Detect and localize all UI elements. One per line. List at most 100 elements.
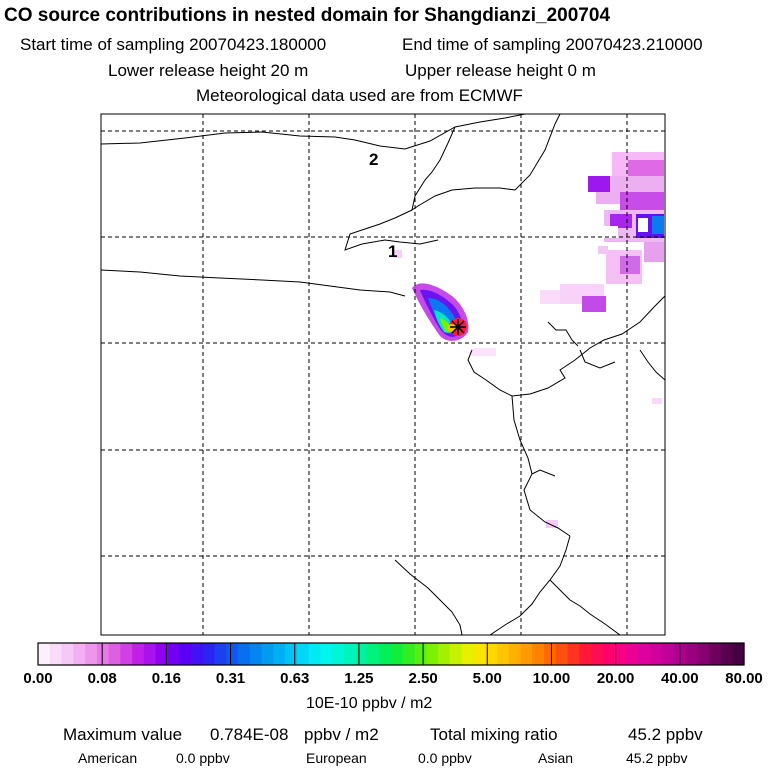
- colorbar-units: 10E-10 ppbv / m2: [306, 695, 433, 712]
- colorbar-cell: [426, 643, 439, 665]
- colorbar-cell: [308, 643, 321, 665]
- colorbar-tick-label: 10.00: [532, 670, 571, 687]
- max-value-unit: ppbv / m2: [304, 725, 379, 744]
- region-label-2: 2: [369, 150, 378, 169]
- source-american-name: American: [78, 750, 138, 766]
- colorbar-cell: [261, 643, 274, 665]
- colorbar-cell: [602, 643, 616, 665]
- lower-release-height: Lower release height 20 m: [108, 61, 309, 80]
- colorbar-cell: [296, 643, 310, 665]
- colorbar-cell: [167, 643, 180, 665]
- coastline-and-borders: [101, 114, 665, 635]
- colorbar-tick-label: 80.00: [725, 670, 763, 687]
- source-european-value: 0.0 ppbv: [418, 750, 472, 766]
- colorbar-cell: [508, 643, 522, 665]
- colorbar-cell: [238, 643, 251, 665]
- colorbar-cell: [132, 643, 145, 665]
- colorbar-cell: [696, 643, 710, 665]
- colorbar-cell: [179, 643, 192, 665]
- colorbar-cell: [720, 643, 733, 665]
- colorbar-tick-label: 0.31: [215, 670, 246, 687]
- colorbar-tick-label: 0.08: [87, 670, 117, 687]
- source-european-name: European: [306, 750, 367, 766]
- max-value-label: Maximum value: [63, 725, 183, 744]
- map-frame: [100, 113, 666, 636]
- colorbar-cell: [614, 643, 627, 665]
- colorbar-cell: [461, 643, 474, 665]
- colorbar-cell: [555, 643, 569, 665]
- source-american-value: 0.0 ppbv: [176, 750, 230, 766]
- colorbar-cell: [273, 643, 286, 665]
- colorbar-cell: [61, 643, 74, 665]
- colorbar-tick-label: 20.00: [596, 670, 635, 687]
- colorbar-cell: [49, 643, 63, 665]
- colorbar-cell: [520, 643, 533, 665]
- source-asian-name: Asian: [538, 750, 574, 766]
- colorbar-cell: [190, 643, 204, 665]
- colorbar-cell: [402, 643, 416, 665]
- colorbar-cell: [626, 643, 639, 665]
- colorbar-cell: [285, 643, 298, 665]
- colorbar-cell: [543, 643, 557, 665]
- colorbar-cell: [638, 643, 651, 665]
- colorbar-cell: [485, 643, 498, 665]
- colorbar-cell: [532, 643, 545, 665]
- colorbar-cell: [85, 643, 98, 665]
- end-time: End time of sampling 20070423.210000: [402, 35, 703, 54]
- colorbar-cell: [202, 643, 216, 665]
- colorbar-cell: [496, 643, 510, 665]
- colorbar-tick-label: 2.50: [408, 670, 438, 687]
- colorbar-cell: [332, 643, 345, 665]
- colorbar-cell: [661, 643, 674, 665]
- upper-release-height: Upper release height 0 m: [405, 61, 596, 80]
- total-mixing-ratio-label: Total mixing ratio: [430, 725, 558, 744]
- colorbar-cell: [473, 643, 486, 665]
- colorbar-cell: [143, 643, 157, 665]
- colorbar-cell: [579, 643, 592, 665]
- colorbar-dividers: [101, 643, 681, 665]
- colorbar-cell: [649, 643, 663, 665]
- colorbar-cell: [214, 643, 227, 665]
- colorbar-cell: [379, 643, 392, 665]
- region-label-1: 1: [388, 242, 397, 261]
- source-asian-value: 45.2 ppbv: [626, 750, 688, 766]
- colorbar-cell: [367, 643, 380, 665]
- colorbar-cell: [355, 643, 369, 665]
- colorbar-cell: [249, 643, 263, 665]
- colorbar-cell: [155, 643, 169, 665]
- colorbar-tick-label: 0.16: [151, 670, 181, 687]
- colorbar-cell: [708, 643, 722, 665]
- colorbar-cell: [226, 643, 239, 665]
- colorbar-cell: [96, 643, 110, 665]
- max-value: 0.784E-08: [210, 725, 289, 744]
- colorbar-tick-label: 1.25: [344, 670, 374, 687]
- colorbar-frame: [37, 642, 745, 666]
- station-marker: [450, 319, 466, 335]
- colorbar-cell: [414, 643, 427, 665]
- colorbar-cell: [438, 643, 451, 665]
- colorbar-cell: [685, 643, 698, 665]
- total-mixing-ratio-value: 45.2 ppbv: [628, 725, 703, 744]
- colorbar-tick-label: 0.63: [280, 670, 310, 687]
- colorbar-tick-label: 40.00: [661, 670, 699, 687]
- colorbar-cell: [391, 643, 404, 665]
- colorbar-cell: [38, 643, 51, 665]
- colorbar-cell: [320, 643, 333, 665]
- meteo-source: Meteorological data used are from ECMWF: [196, 86, 523, 105]
- colorbar-cells: [38, 643, 745, 665]
- colorbar-cell: [108, 643, 121, 665]
- lat-lon-grid: [101, 114, 665, 635]
- colorbar-tick-label: 5.00: [472, 670, 502, 687]
- colorbar-cell: [732, 643, 745, 665]
- colorbar-cell: [567, 643, 580, 665]
- colorbar-cell: [73, 643, 86, 665]
- colorbar-cell: [449, 643, 463, 665]
- colorbar-cell: [343, 643, 357, 665]
- start-time: Start time of sampling 20070423.180000: [20, 35, 327, 54]
- colorbar-cell: [591, 643, 604, 665]
- colorbar-tick-label: 0.00: [23, 670, 53, 687]
- colorbar-cell: [120, 643, 133, 665]
- map-title: CO source contributions in nested domain…: [4, 5, 611, 26]
- map-panel: 2 1: [100, 113, 666, 636]
